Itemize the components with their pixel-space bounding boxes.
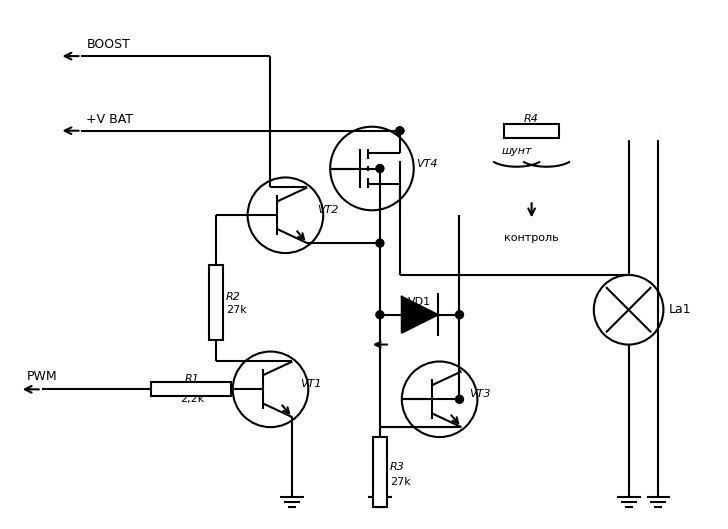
Circle shape: [456, 311, 464, 318]
Text: VT2: VT2: [317, 205, 339, 215]
Polygon shape: [405, 123, 658, 139]
Circle shape: [376, 311, 384, 318]
Bar: [505, 124, 559, 138]
Text: VT4: VT4: [416, 159, 438, 169]
Text: R3: R3: [390, 462, 405, 472]
Text: La1: La1: [668, 303, 691, 316]
Text: BOOST: BOOST: [87, 38, 130, 51]
Text: PWM: PWM: [27, 370, 58, 384]
Text: 2,2k: 2,2k: [180, 394, 204, 404]
Polygon shape: [402, 297, 438, 333]
Bar: [151, 382, 231, 396]
Circle shape: [376, 239, 384, 247]
Text: 27k: 27k: [390, 477, 411, 487]
Text: шунт: шунт: [502, 145, 532, 156]
Text: R2: R2: [226, 293, 241, 303]
Bar: [373, 437, 387, 507]
Text: VT1: VT1: [301, 379, 322, 389]
Circle shape: [376, 165, 384, 172]
Text: 27k: 27k: [226, 305, 247, 315]
Text: контроль: контроль: [505, 233, 559, 243]
Text: R4: R4: [524, 114, 539, 124]
Text: +V BAT: +V BAT: [87, 113, 133, 126]
Text: R1: R1: [184, 375, 199, 385]
Text: VD1: VD1: [408, 297, 431, 307]
Circle shape: [456, 395, 464, 403]
Circle shape: [396, 127, 404, 135]
Text: VT3: VT3: [470, 389, 491, 399]
Bar: [209, 265, 223, 340]
